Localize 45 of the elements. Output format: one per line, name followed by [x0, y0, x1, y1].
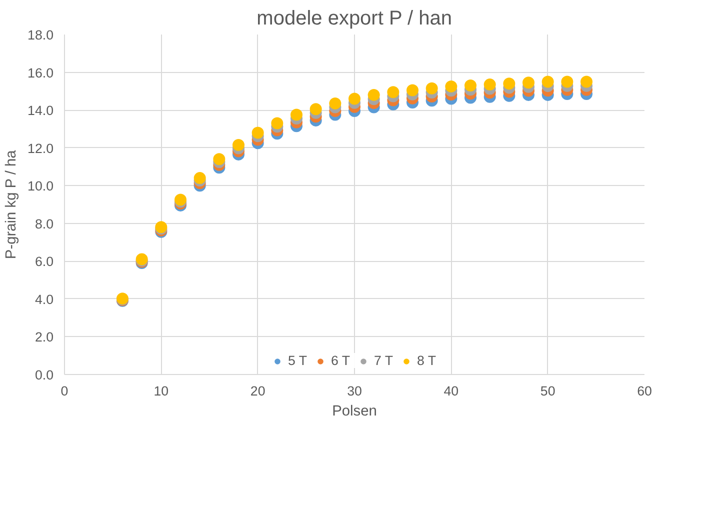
point: [329, 97, 342, 110]
point: [348, 92, 360, 105]
legend-label: 7 T: [374, 353, 394, 368]
point: [522, 76, 534, 89]
y-tick-label: 4.0: [34, 292, 54, 307]
y-tick-label: 2.0: [34, 330, 54, 345]
y-axis-title: P-grain kg P / ha: [4, 149, 20, 260]
x-tick-label: 0: [60, 384, 68, 398]
point: [271, 117, 284, 130]
point: [503, 78, 516, 90]
x-tick-label: 30: [347, 384, 362, 398]
point: [561, 76, 574, 88]
y-tick-label: 18.0: [28, 28, 54, 42]
legend-label: 5 T: [288, 353, 308, 368]
y-tick-label: 6.0: [34, 254, 54, 270]
y-tick-label: 8.0: [34, 216, 54, 232]
y-tick-label: 10.0: [28, 178, 54, 194]
x-tick-label: 40: [444, 384, 459, 398]
point: [290, 108, 302, 121]
point: [310, 103, 322, 116]
x-tick-label: 10: [154, 384, 169, 398]
chart-title: modele export P / han: [256, 8, 452, 30]
x-tick-label: 50: [540, 384, 556, 398]
point: [464, 80, 476, 92]
point: [580, 76, 592, 88]
point: [387, 86, 400, 98]
y-tick-label: 0.0: [34, 368, 54, 382]
y-tick-label: 14.0: [28, 103, 54, 118]
legend-label: 8 T: [417, 353, 437, 368]
legend-label: 6 T: [331, 353, 351, 368]
point: [252, 126, 264, 139]
point: [445, 80, 458, 92]
x-tick-label: 60: [637, 384, 652, 398]
x-axis-title: Polsen: [332, 404, 377, 420]
point: [213, 153, 226, 166]
point: [232, 139, 244, 151]
y-tick-label: 16.0: [28, 65, 54, 80]
x-tick-label: 20: [250, 384, 266, 398]
point: [426, 82, 438, 94]
point: [368, 88, 380, 101]
y-tick-label: 12.0: [28, 140, 54, 156]
point: [542, 76, 554, 88]
point: [484, 78, 496, 91]
point: [194, 172, 206, 184]
point: [406, 84, 418, 96]
